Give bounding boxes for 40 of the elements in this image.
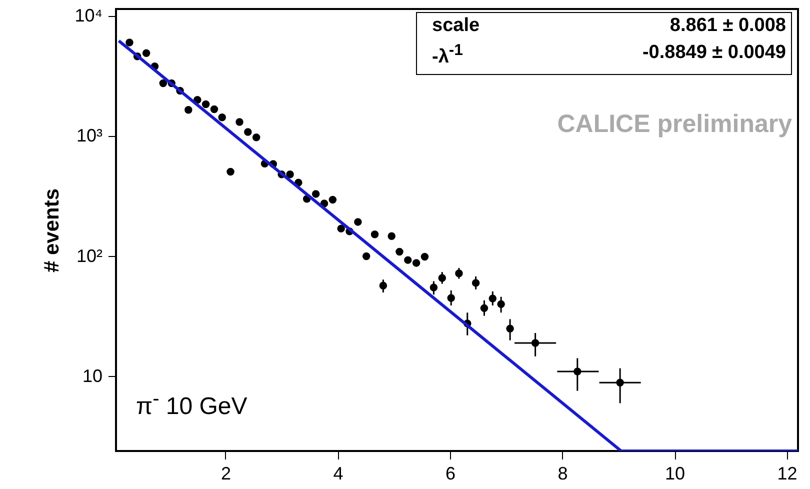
- point: [202, 100, 210, 108]
- point: [252, 134, 260, 142]
- y-tick-label: 10: [82, 366, 102, 386]
- annotation: -0.8849 ± 0.0049: [642, 42, 786, 64]
- annotation: scale: [432, 15, 480, 37]
- point: [388, 232, 396, 240]
- point: [184, 106, 192, 114]
- x-tick-label: 8: [558, 464, 568, 484]
- point: [142, 49, 150, 57]
- point: [328, 196, 337, 204]
- x-tick-label: 12: [777, 464, 798, 484]
- y-tick-label: 10²: [76, 246, 103, 266]
- y-tick-label: 10⁴: [74, 5, 102, 26]
- annotation: 8.861 ± 0.008: [670, 15, 786, 37]
- point: [226, 168, 234, 176]
- point: [354, 218, 362, 226]
- point: [286, 170, 294, 178]
- point: [312, 190, 320, 198]
- point: [420, 252, 429, 261]
- point: [412, 259, 420, 267]
- point: [362, 252, 370, 260]
- x-tick-label: 6: [445, 464, 456, 484]
- point: [236, 118, 244, 126]
- y-tick-label: 10³: [76, 126, 103, 146]
- point: [244, 128, 252, 136]
- point: [210, 105, 218, 114]
- y-axis-title: # events: [40, 188, 64, 273]
- annotation: CALICE preliminary: [557, 110, 792, 139]
- point: [159, 79, 168, 88]
- x-tick-label: 4: [333, 464, 344, 484]
- x-tick-label: 2: [220, 464, 231, 484]
- point: [126, 38, 134, 46]
- point: [396, 248, 404, 256]
- point: [218, 114, 226, 122]
- point: [370, 230, 379, 238]
- x-tick-label: 10: [664, 464, 686, 484]
- annotation: -λ$^{-1}$: [432, 42, 463, 68]
- point: [337, 224, 345, 232]
- point: [404, 256, 412, 264]
- annotation: π$^{-}$ 10 GeV: [136, 388, 248, 421]
